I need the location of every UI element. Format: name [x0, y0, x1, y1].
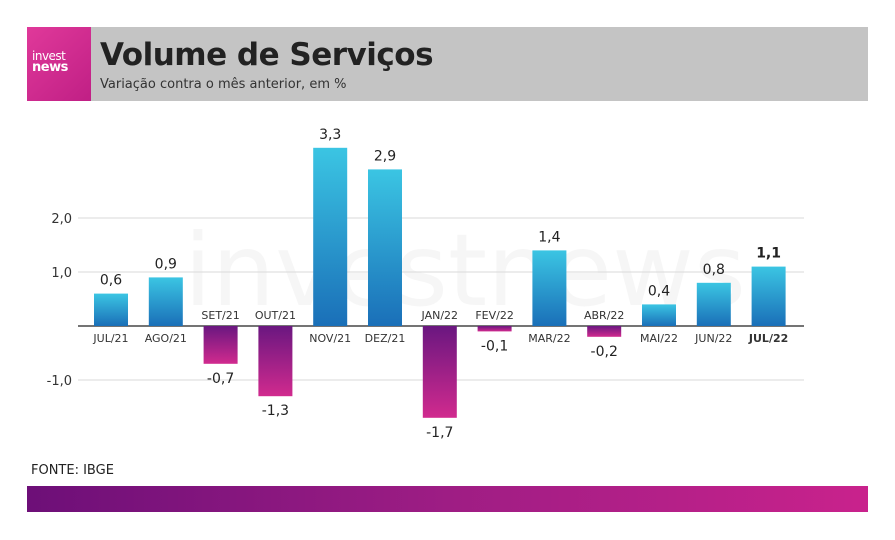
category-label: JAN/22 [421, 309, 459, 322]
investnews-logo: invest news [27, 27, 91, 101]
category-label: JUL/22 [748, 332, 788, 345]
value-label: -1,3 [262, 403, 289, 419]
y-tick-label: 2,0 [51, 212, 72, 227]
chart-title: Volume de Serviços [100, 37, 434, 73]
bar-fev-22 [477, 326, 512, 332]
value-label: 2,9 [374, 148, 396, 164]
source-note: FONTE: IBGE [31, 463, 114, 478]
value-label: 1,4 [538, 229, 560, 245]
chart-subtitle: Variação contra o mês anterior, em % [100, 77, 347, 92]
value-label: 0,4 [648, 283, 670, 299]
y-tick-label: -1,0 [47, 374, 72, 389]
category-label: AGO/21 [145, 332, 187, 345]
category-label: OUT/21 [255, 309, 296, 322]
bar-jul-22 [751, 266, 786, 326]
logo-line-2: news [32, 60, 68, 75]
bar-jun-22 [696, 282, 731, 326]
bar-mai-22 [642, 304, 676, 326]
bar-out-21 [258, 326, 293, 397]
value-label: 0,9 [155, 256, 177, 272]
value-label: -0,7 [207, 371, 234, 387]
bar-jul-21 [94, 293, 128, 326]
category-label: JUL/21 [92, 332, 128, 345]
value-label: -0,2 [591, 344, 618, 360]
bar-nov-21 [313, 147, 348, 326]
y-tick-label: 1,0 [51, 266, 72, 281]
category-label: ABR/22 [584, 309, 624, 322]
category-label: DEZ/21 [365, 332, 406, 345]
bar-dez-21 [368, 169, 402, 326]
bar-ago-21 [148, 277, 183, 326]
value-label: 0,8 [703, 262, 725, 278]
logo-text: invest news [32, 49, 68, 75]
category-label: MAR/22 [528, 332, 570, 345]
value-label: -0,1 [481, 338, 508, 354]
footer-gradient-bar [27, 486, 868, 512]
value-label: -1,7 [426, 425, 453, 441]
category-label: NOV/21 [309, 332, 351, 345]
bar-set-21 [203, 326, 238, 364]
chart-header: invest news Volume de Serviços Variação … [27, 27, 868, 101]
category-label: SET/21 [201, 309, 239, 322]
value-label: 0,6 [100, 273, 122, 289]
category-label: JUN/22 [694, 332, 732, 345]
bar-abr-22 [587, 326, 622, 337]
category-label: MAI/22 [640, 332, 678, 345]
value-label: 1,1 [756, 246, 781, 262]
value-label: 3,3 [319, 127, 341, 143]
bar-mar-22 [532, 250, 567, 326]
logo-line-1: invest [32, 49, 66, 63]
category-label: FEV/22 [475, 309, 514, 322]
bar-jan-22 [422, 326, 457, 418]
